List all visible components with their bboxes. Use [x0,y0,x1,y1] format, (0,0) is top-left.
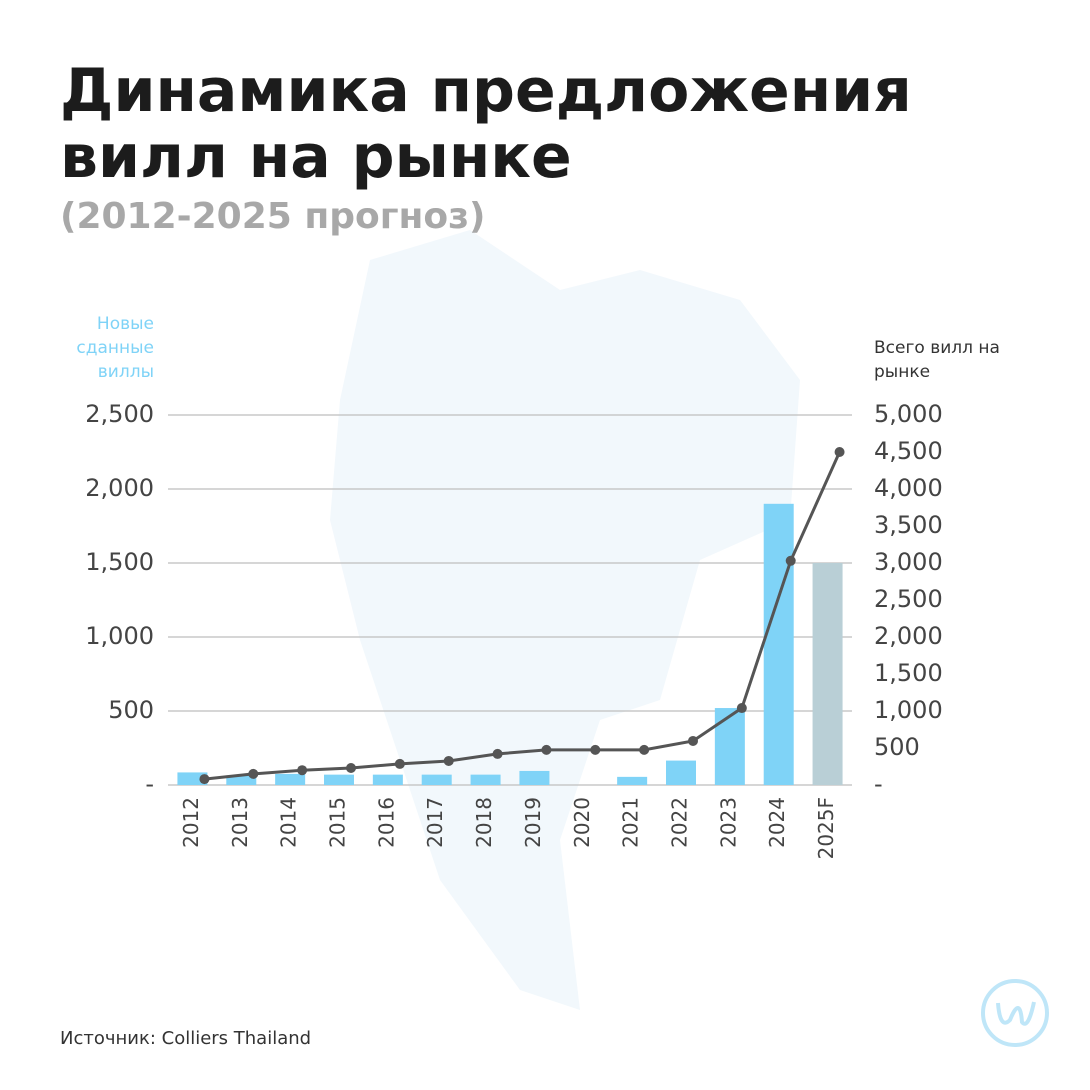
line-point [248,768,259,779]
y2-tick-label: 1,000 [874,696,943,724]
x-tick-label: 2017 [423,797,447,848]
x-tick-label: 2025F [814,797,838,859]
line-point [541,744,552,755]
x-tick-label: 2012 [179,797,203,848]
bar [763,503,794,785]
y2-tick-label: - [874,770,883,798]
bar [177,772,208,785]
bar [372,774,403,785]
background-map [330,230,800,1010]
bar [421,774,452,785]
line-point [199,774,210,785]
x-tick-label: 2015 [326,797,350,848]
y2-tick-label: 1,500 [874,659,943,687]
logo [981,979,1049,1047]
bar [812,563,843,785]
line-point [590,744,601,755]
y-tick-label: 1,500 [85,548,154,576]
x-tick-label: 2022 [668,797,692,848]
line-point [785,555,796,566]
bar [470,774,501,785]
y-axis-title: Новые сданные виллы [76,314,154,382]
bar [324,774,354,785]
bar [617,776,648,785]
x-tick-label: 2023 [716,797,740,848]
x-tick-label: 2024 [765,797,789,848]
y2-tick-label: 3,000 [874,548,943,576]
y2-tick-label: 2,000 [874,622,943,650]
line-point [639,744,650,755]
line-point [492,748,503,759]
logo-mark [996,1001,1036,1026]
y-tick-label: 1,000 [85,622,154,650]
line [204,451,841,781]
title: Динамика предложения вилл на рынке [60,56,912,192]
y2-tick-label: 5,000 [874,400,943,428]
source: Источник: Colliers Thailand [60,1028,312,1049]
y-tick-label: 2,500 [85,400,154,428]
line-point [346,762,356,773]
y-tick-label: 500 [108,696,154,724]
x-tick-label: 2016 [374,797,398,848]
bar [666,760,696,785]
x-tick-label: 2021 [619,797,643,848]
line-point [443,755,454,766]
bar [226,775,257,785]
line-point [394,758,405,769]
y2-tick-label: 3,500 [874,511,943,539]
bar [519,770,550,785]
y2-tick-label: 2,500 [874,585,943,613]
y2-tick-label: 4,000 [874,474,943,502]
bar [275,773,306,785]
bar [714,708,745,785]
y2-tick-label: 4,500 [874,437,943,465]
x-tick-label: 2020 [570,797,594,848]
y2-tick-label: 500 [874,733,920,761]
line-point [688,735,698,746]
line-point [834,447,845,457]
line-point [736,703,747,714]
line-point [297,765,308,776]
y-tick-label: 2,000 [85,474,154,502]
x-tick-label: 2019 [521,797,545,848]
x-tick-label: 2018 [472,797,496,848]
x-tick-label: 2014 [277,797,301,848]
x-tick-label: 2013 [228,797,252,848]
y-tick-label: - [145,770,154,798]
subtitle: (2012-2025 прогноз) [60,196,486,237]
y2-axis-title: Всего вилл на рынке [874,338,1000,382]
